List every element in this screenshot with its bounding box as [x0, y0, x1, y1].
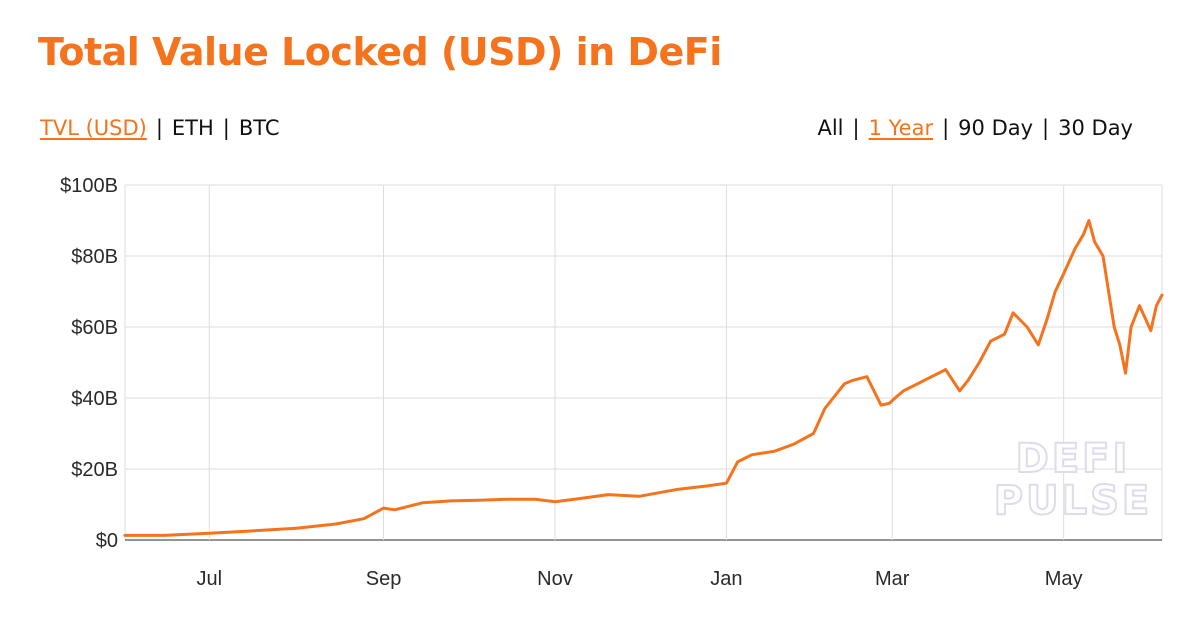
- separator: |: [852, 116, 860, 140]
- y-tick-label: $80B: [71, 246, 118, 268]
- watermark-line-2: PULSE: [994, 478, 1152, 524]
- range-toggle-group: All | 1 Year | 90 Day | 30 Day: [817, 116, 1133, 140]
- range-option-90-day[interactable]: 90 Day: [958, 116, 1034, 140]
- y-tick-label: $0: [96, 530, 118, 552]
- series-group: [123, 219, 1164, 537]
- x-tick-label: May: [1045, 568, 1083, 590]
- x-tick-label: Jul: [197, 568, 223, 590]
- series-line-0: [123, 219, 1164, 537]
- separator: |: [222, 116, 230, 140]
- y-tick-label: $40B: [71, 388, 118, 410]
- range-option-all[interactable]: All: [817, 116, 844, 140]
- y-axis: $0 $20B $40B $60B $80B $100B: [60, 175, 118, 552]
- watermark-line-1: DEFI: [1016, 436, 1131, 482]
- watermark-logo: DEFI PULSE: [993, 435, 1152, 525]
- x-tick-label: Jan: [710, 568, 742, 590]
- x-tick-label: Mar: [875, 568, 910, 590]
- x-tick-label: Sep: [366, 568, 402, 590]
- x-tick-label: Nov: [537, 568, 573, 590]
- metric-option-btc[interactable]: BTC: [238, 116, 280, 140]
- metric-option-eth[interactable]: ETH: [171, 116, 214, 140]
- y-tick-label: $20B: [71, 459, 118, 481]
- page-title: Total Value Locked (USD) in DeFi: [38, 30, 722, 74]
- y-tick-label: $60B: [71, 317, 118, 339]
- separator: |: [155, 116, 163, 140]
- metric-option-tvl-usd[interactable]: TVL (USD): [40, 116, 147, 140]
- separator: |: [1042, 116, 1050, 140]
- range-option-1-year[interactable]: 1 Year: [868, 116, 934, 140]
- chart-grid: [124, 184, 1163, 541]
- y-tick-label: $100B: [60, 175, 118, 197]
- separator: |: [942, 116, 950, 140]
- metric-toggle-group: TVL (USD) | ETH | BTC: [40, 116, 280, 140]
- x-axis: Jul Sep Nov Jan Mar May: [197, 568, 1083, 590]
- range-option-30-day[interactable]: 30 Day: [1058, 116, 1133, 140]
